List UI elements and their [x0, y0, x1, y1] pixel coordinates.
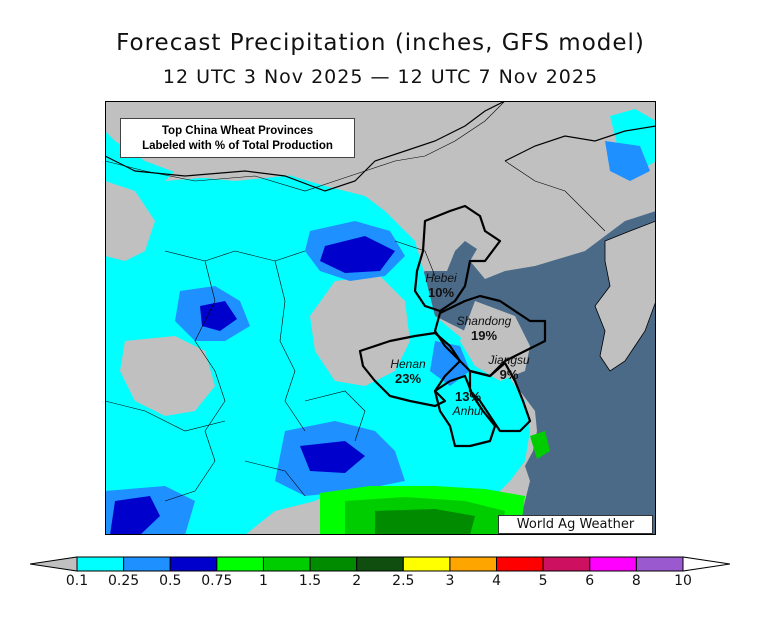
colorbar-swatch — [402, 556, 451, 572]
province-share: 10% — [427, 285, 455, 300]
shandong-outline — [433, 294, 547, 378]
colorbar-tick-label: 0.25 — [108, 573, 140, 589]
korea — [594, 220, 656, 372]
colorbar-tick-label: 1 — [258, 573, 268, 589]
colorbar-swatch — [262, 556, 311, 572]
precip-darkblue — [320, 236, 395, 273]
colorbar-swatch — [169, 556, 218, 572]
hebei-outline — [413, 204, 502, 313]
colorbar-tick-label: 2.5 — [392, 573, 415, 589]
province-name: Hebei — [425, 271, 457, 285]
map-note-line2: Labeled with % of Total Production — [142, 140, 333, 152]
province-name: Henan — [390, 357, 426, 371]
colorbar-tick-label: 8 — [631, 573, 641, 589]
colorbar-tick-label: 6 — [585, 573, 595, 589]
colorbar-tick-label: 1.5 — [298, 573, 322, 589]
province-name: Jiangsu — [488, 353, 530, 367]
map-subtitle: 12 UTC 3 Nov 2025 — 12 UTC 7 Nov 2025 — [162, 66, 599, 88]
colorbar-swatch — [635, 556, 684, 572]
province-share: 9% — [499, 367, 519, 382]
province-share: 13% — [454, 389, 482, 404]
province-label-anhui: 13% Anhui — [446, 389, 490, 418]
province-share: 23% — [394, 371, 422, 386]
colorbar-tick-label: 2 — [352, 573, 362, 589]
ocean — [410, 211, 656, 535]
map-note: Top China Wheat Provinces Labeled with %… — [120, 118, 355, 158]
colorbar-tick-label: 0.75 — [201, 573, 233, 589]
colorbar-under-arrow — [30, 556, 78, 572]
colorbar-swatch — [589, 556, 637, 572]
province-label-shandong: Shandong 19% — [452, 314, 516, 343]
colorbar-swatch — [496, 556, 544, 572]
colorbar-tick-label: 4 — [492, 573, 501, 589]
province-label-henan: Henan 23% — [385, 357, 431, 386]
colorbar-tick-label: 10 — [674, 573, 692, 589]
colorbar-over-arrow — [682, 556, 730, 572]
map-title: Forecast Precipitation (inches, GFS mode… — [116, 30, 645, 56]
colorbar-tick-label: 0.5 — [159, 573, 182, 589]
colorbar — [30, 556, 730, 572]
precipitation-map — [105, 101, 656, 535]
jiangsu-outline — [468, 361, 532, 433]
colorbar-swatch — [356, 556, 404, 572]
colorbar-tick-label: 5 — [538, 573, 548, 589]
colorbar-swatch — [76, 556, 125, 572]
anhui-outline — [433, 374, 497, 448]
colorbar-tick-label: 3 — [445, 573, 455, 589]
province-label-jiangsu: Jiangsu 9% — [486, 353, 532, 382]
credit-label: World Ag Weather — [498, 515, 653, 534]
colorbar-swatch — [542, 556, 591, 572]
province-name: Anhui — [452, 404, 484, 418]
colorbar-tick-label: 0.1 — [65, 573, 89, 589]
colorbar-swatch — [123, 556, 171, 572]
colorbar-swatch — [309, 556, 358, 572]
province-label-hebei: Hebei 10% — [418, 271, 464, 300]
province-share: 19% — [470, 328, 498, 343]
colorbar-swatch — [216, 556, 264, 572]
map-note-line1: Top China Wheat Provinces — [161, 125, 314, 137]
province-name: Shandong — [456, 314, 512, 328]
colorbar-swatch — [449, 556, 498, 572]
